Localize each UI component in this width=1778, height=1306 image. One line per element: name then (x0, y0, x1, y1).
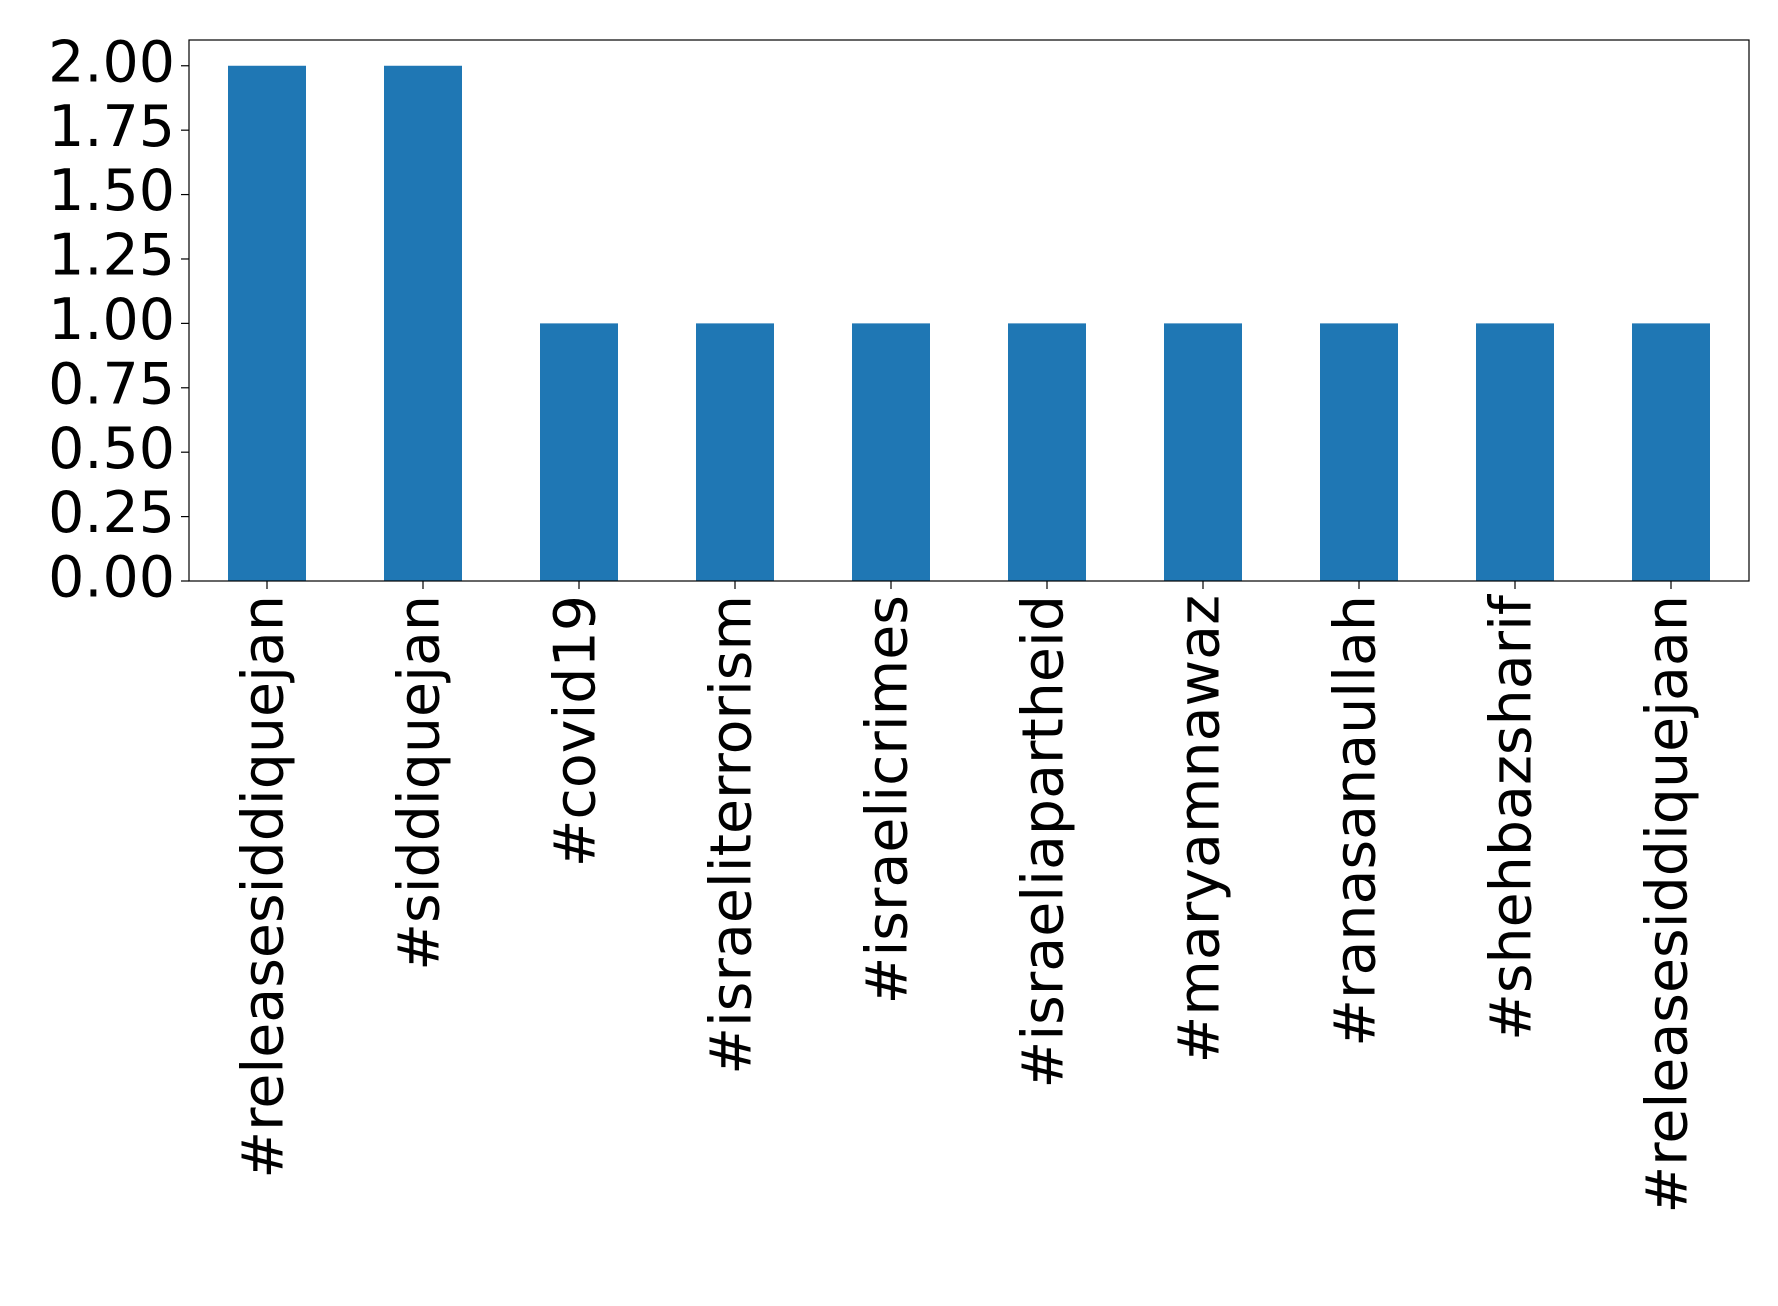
y-tick-label: 1.75 (48, 94, 175, 160)
x-tick-label: #israeliapartheid (1011, 595, 1077, 1088)
y-tick-label: 0.75 (48, 351, 175, 417)
bar (540, 323, 618, 581)
bar (1164, 323, 1242, 581)
y-tick-label: 0.25 (48, 480, 175, 546)
bar (228, 65, 306, 581)
bar (1632, 323, 1710, 581)
x-tick-label: #israelicrimes (855, 595, 921, 1004)
x-tick-label: #shehbazsharif (1479, 593, 1545, 1041)
x-tick-label: #releasesiddiquejan (231, 595, 297, 1179)
x-tick-label: #maryamnawaz (1167, 595, 1233, 1063)
y-tick-label: 0.50 (48, 416, 175, 482)
y-tick-label: 0.00 (48, 545, 175, 611)
x-tick-label: #ranasanaullah (1323, 595, 1389, 1047)
x-tick-label: #covid19 (543, 595, 609, 867)
x-tick-label: #siddiquejan (387, 595, 453, 971)
x-tick-label: #releasesiddiquejaan (1635, 595, 1701, 1214)
x-tick-label: #israeliterrorism (699, 595, 765, 1075)
y-tick-label: 2.00 (48, 29, 175, 95)
bar (1008, 323, 1086, 581)
bar (696, 323, 774, 581)
bar (1320, 323, 1398, 581)
y-tick-label: 1.50 (48, 158, 175, 224)
bar (852, 323, 930, 581)
bar (1476, 323, 1554, 581)
bar (384, 65, 462, 581)
y-tick-label: 1.00 (48, 287, 175, 353)
y-tick-label: 1.25 (48, 223, 175, 289)
plot-frame (188, 39, 1750, 582)
